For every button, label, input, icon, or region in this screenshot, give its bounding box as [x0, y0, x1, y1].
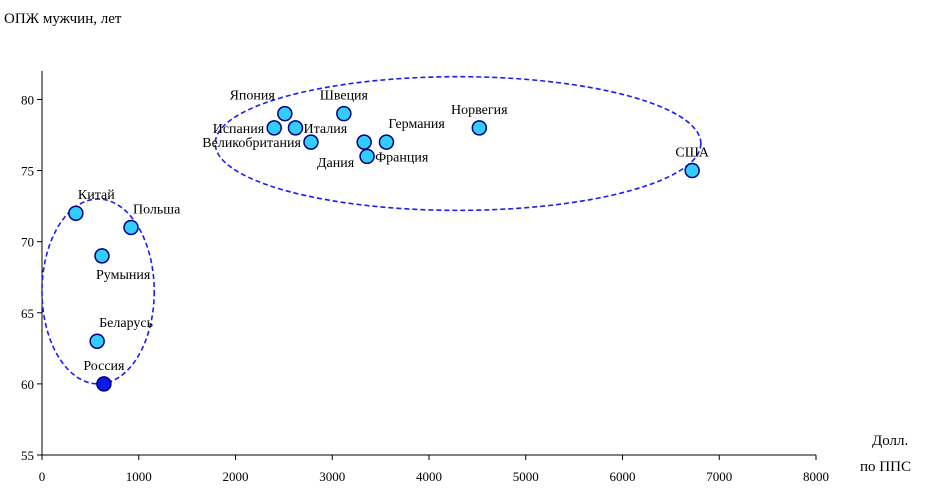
point-label: Беларусь	[99, 316, 153, 331]
axes: 55 60 65 70 75 80 0 1000 2000 3000 4000 5000 6000 700…	[21, 71, 829, 484]
cluster-ellipse	[41, 198, 156, 385]
data-point	[336, 105, 352, 122]
point-label: Польша	[133, 202, 181, 217]
point-label: США	[675, 146, 709, 161]
point-label: Германия	[388, 117, 445, 132]
cluster-ellipses	[41, 75, 702, 385]
data-point	[287, 120, 304, 136]
data-point	[266, 120, 282, 136]
point-label: Испания	[213, 122, 265, 137]
y-axis-title: ОПЖ мужчин, лет	[4, 11, 122, 27]
data-point	[378, 134, 395, 150]
y-tick-label: 80	[21, 92, 34, 107]
x-tick-label: 6000	[610, 469, 636, 484]
point-label: Россия	[83, 359, 125, 374]
point-label: Румыния	[96, 268, 151, 283]
x-tick-label: 8000	[803, 469, 829, 484]
data-point	[123, 219, 139, 236]
data-point	[303, 134, 319, 150]
data-point	[96, 376, 112, 392]
point-label: Швеция	[320, 89, 369, 104]
point-label: Япония	[230, 89, 276, 104]
point-label: Норвегия	[451, 103, 508, 118]
x-tick-label: 7000	[706, 469, 732, 484]
data-point	[94, 248, 110, 264]
point-label: Китай	[78, 188, 115, 203]
y-tick-label: 65	[21, 306, 34, 321]
x-tick-label: 3000	[319, 469, 345, 484]
point-label: Дания	[317, 156, 355, 171]
x-tick-label: 5000	[513, 469, 539, 484]
data-point	[277, 105, 293, 122]
data-point	[684, 162, 700, 179]
point-label: Великобритания	[202, 136, 301, 151]
data-point	[359, 148, 375, 165]
cluster-ellipse	[214, 75, 702, 212]
x-axis-title-line-1: Долл.	[872, 433, 908, 449]
x-tick-label: 0	[39, 469, 46, 484]
x-tick-label: 2000	[223, 469, 249, 484]
data-point	[68, 205, 84, 221]
data-point	[471, 120, 488, 136]
point-label: Италия	[303, 122, 347, 137]
y-tick-label: 60	[21, 377, 34, 392]
y-tick-label: 55	[21, 448, 34, 463]
x-axis-title-line-2: по ППС	[860, 459, 911, 475]
data-point	[356, 134, 372, 150]
point-label: Франция	[375, 150, 429, 165]
data-point	[89, 333, 105, 349]
data-points	[68, 105, 700, 392]
point-labels: Китай Польша Румыния Беларусь Россия Япония Ис…	[78, 89, 710, 374]
x-tick-label: 1000	[126, 469, 152, 484]
x-tick-label: 4000	[416, 469, 442, 484]
y-tick-label: 70	[21, 235, 34, 250]
y-tick-label: 75	[21, 164, 34, 179]
